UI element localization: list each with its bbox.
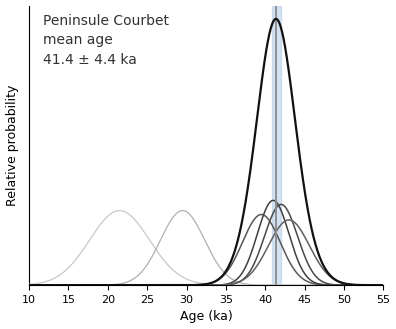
- Text: Peninsule Courbet
mean age
41.4 ± 4.4 ka: Peninsule Courbet mean age 41.4 ± 4.4 ka: [43, 14, 169, 67]
- Y-axis label: Relative probability: Relative probability: [6, 85, 19, 206]
- Bar: [272, 6, 281, 285]
- X-axis label: Age (ka): Age (ka): [180, 311, 232, 323]
